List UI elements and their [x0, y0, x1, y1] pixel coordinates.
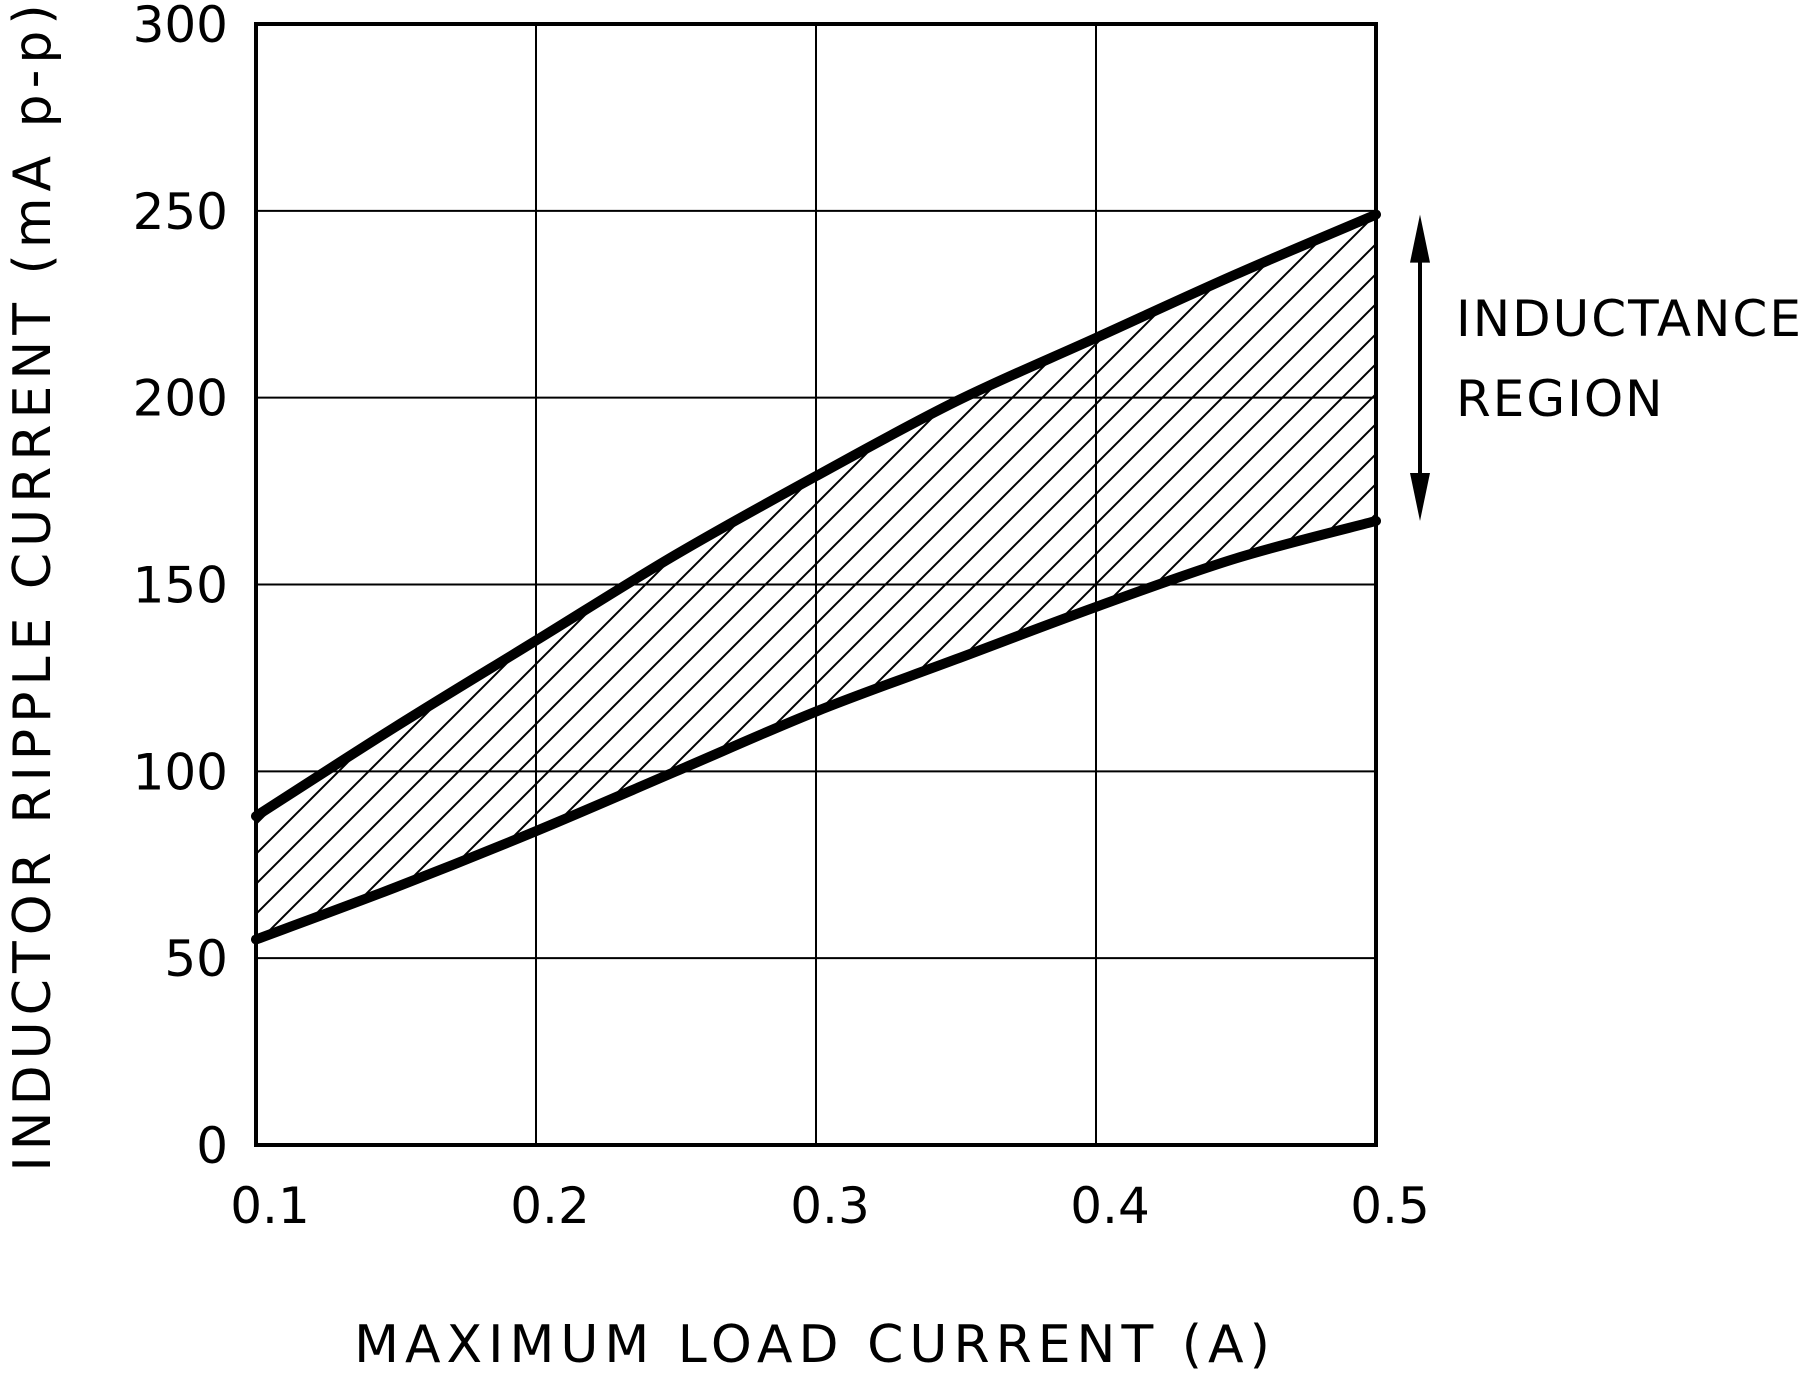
- lower-bound-line: [251, 515, 1381, 945]
- x-tick-label: 0.3: [790, 1177, 870, 1235]
- x-tick-labels: 0.1 0.2 0.3 0.4 0.5: [230, 1177, 1430, 1235]
- plot-frame: [254, 22, 1378, 1147]
- y-tick-label: 0: [196, 1117, 228, 1175]
- y-tick-label: 300: [133, 0, 228, 54]
- y-tick-label: 50: [164, 930, 228, 988]
- x-tick-label: 0.2: [510, 1177, 590, 1235]
- annotation-line-1: INDUCTANCE: [1456, 290, 1803, 348]
- y-tick-label: 200: [133, 370, 228, 428]
- upper-bound-line: [251, 209, 1381, 822]
- annotation-line-2: REGION: [1456, 370, 1665, 428]
- y-tick-label: 100: [133, 743, 228, 801]
- x-tick-label: 0.4: [1070, 1177, 1150, 1235]
- x-tick-label: 0.1: [230, 1177, 310, 1235]
- y-tick-label: 250: [133, 183, 228, 241]
- inductance-region-annotation: INDUCTANCE REGION: [1410, 214, 1803, 521]
- y-tick-labels: 0 50 100 150 200 250 300: [133, 0, 228, 1175]
- inductance-region-hatch: [256, 214, 1376, 940]
- y-axis-title: INDUCTOR RIPPLE CURRENT (mA p-p): [3, 0, 63, 1172]
- x-axis-title: MAXIMUM LOAD CURRENT (A): [354, 1315, 1276, 1375]
- region-arrow-up-head: [1410, 214, 1430, 263]
- region-arrow-down-head: [1410, 472, 1430, 521]
- y-tick-label: 150: [133, 557, 228, 615]
- x-tick-label: 0.5: [1350, 1177, 1430, 1235]
